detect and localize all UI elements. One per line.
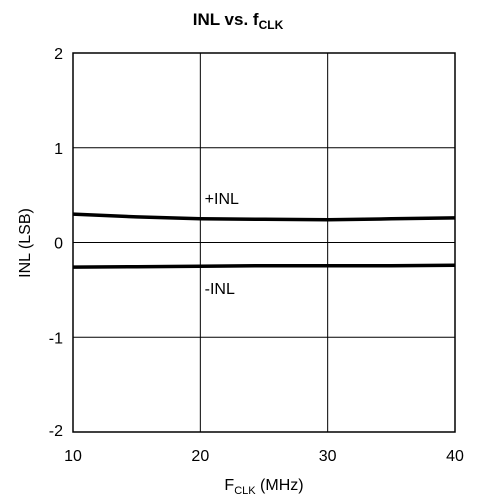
series-line-1 <box>72 263 456 269</box>
chart-title: INL vs. fCLK <box>193 10 284 32</box>
x-tick-label-3: 40 <box>446 448 464 465</box>
series-label-0: +INL <box>205 191 239 208</box>
y-axis-label: INL (LSB) <box>17 208 34 278</box>
series-labels: +INL -INL <box>205 191 239 298</box>
series-label-1: -INL <box>205 281 235 298</box>
x-axis-label: FCLK (MHz) <box>224 477 303 497</box>
tick-labels: 10 20 30 40 -2 -1 0 1 2 <box>49 46 464 465</box>
x-tick-label-2: 30 <box>319 448 337 465</box>
y-tick-label-0: -2 <box>49 423 63 440</box>
series-group <box>72 212 456 269</box>
x-tick-label-1: 20 <box>191 448 209 465</box>
grid <box>72 52 456 433</box>
x-tick-label-0: 10 <box>64 448 82 465</box>
series-line-0 <box>72 212 456 222</box>
y-tick-label-3: 1 <box>54 141 63 158</box>
plot-frame <box>72 52 456 433</box>
y-tick-label-2: 0 <box>54 236 63 253</box>
y-tick-label-1: -1 <box>49 330 63 347</box>
y-tick-label-4: 2 <box>54 46 63 63</box>
